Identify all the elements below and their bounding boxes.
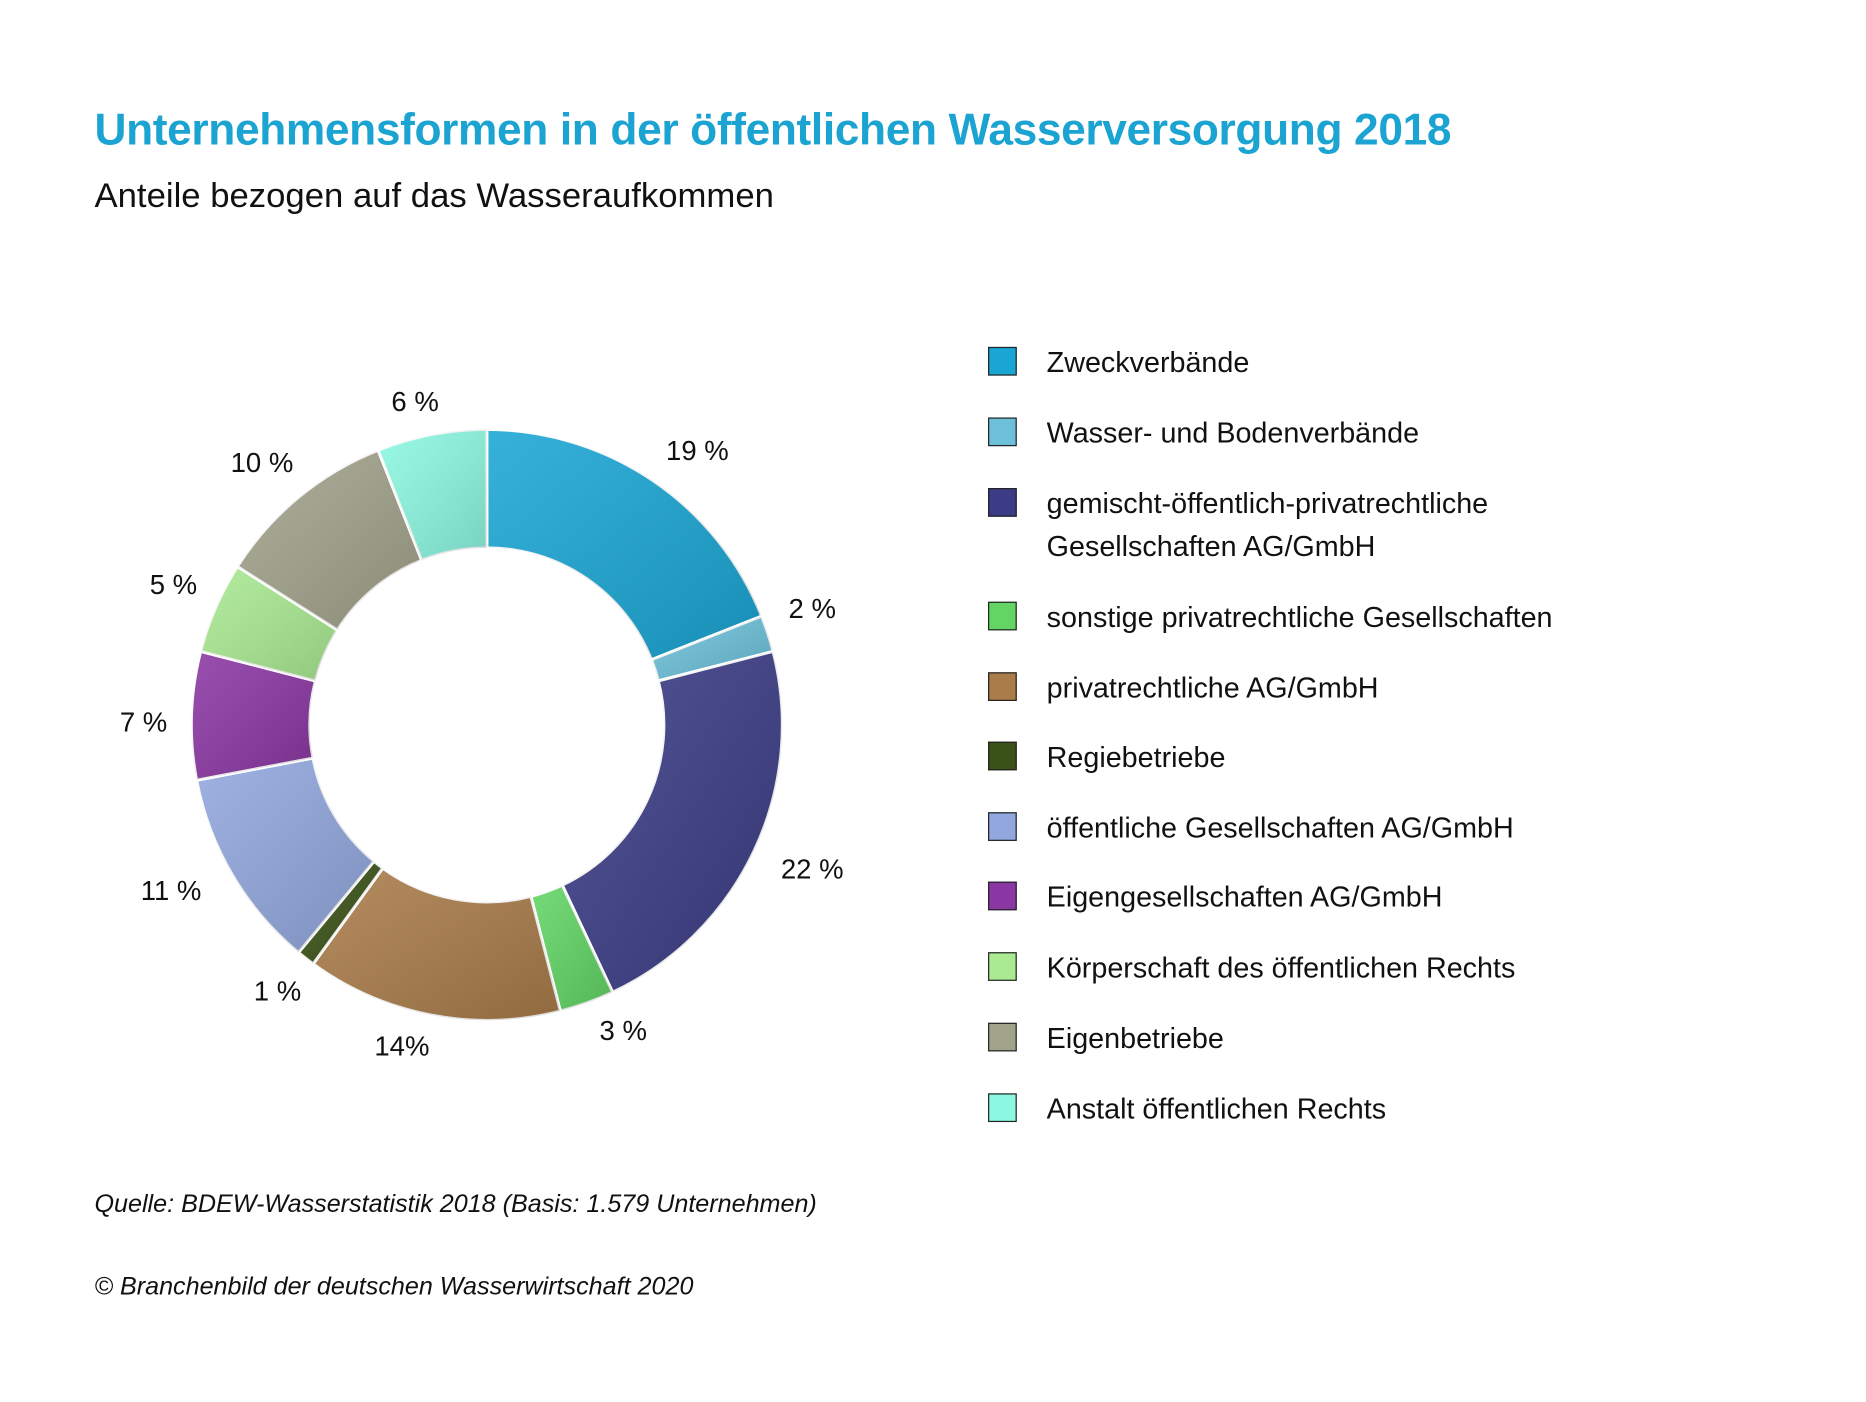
legend-item: Anstalt öffentlichen Rechts — [988, 1089, 1386, 1132]
slice-10-shading — [378, 429, 487, 561]
legend-item: öffentliche Gesellschaften AG/GmbH — [988, 807, 1514, 850]
legend-label: gemischt-öffentlich-privatrechtliche Gese… — [1047, 483, 1488, 569]
slice-7-shading — [191, 651, 316, 781]
legend-swatch — [988, 346, 1017, 376]
donut-chart — [189, 427, 784, 1022]
legend-swatch — [988, 601, 1017, 631]
data-label: 3 % — [599, 1014, 647, 1047]
copyright-note: © Branchenbild der deutschen Wasserwirts… — [94, 1272, 694, 1301]
legend-label: Eigengesellschaften AG/GmbH — [1047, 877, 1443, 920]
data-label: 5 % — [149, 568, 198, 600]
legend-label-line: gemischt-öffentlich-privatrechtliche — [1046, 488, 1489, 521]
legend-swatch — [988, 417, 1017, 447]
legend-item: Eigengesellschaften AG/GmbH — [988, 877, 1442, 920]
legend-label: Eigenbetriebe — [1047, 1018, 1224, 1061]
data-label: 14% — [374, 1030, 430, 1062]
legend-label: Anstalt öffentlichen Rechts — [1047, 1089, 1386, 1132]
slice-8-shading — [200, 566, 338, 681]
legend-item: sonstige privatrechtliche Gesellschaften — [988, 597, 1553, 640]
legend-label-line: sonstige privatrechtliche Gesellschaften — [1046, 601, 1553, 634]
legend-swatch — [988, 881, 1017, 911]
data-label: 2 % — [788, 592, 836, 624]
legend-swatch — [988, 952, 1017, 981]
legend-label: Wasser- und Bodenverbände — [1047, 413, 1419, 456]
chart-title: Unternehmensformen in der öffentlichen W… — [94, 105, 1452, 155]
legend-item: Wasser- und Bodenverbände — [988, 413, 1419, 456]
legend-label: Körperschaft des öffentlichen Rechts — [1047, 947, 1516, 990]
slice-0-shading — [486, 429, 762, 660]
legend-label-line: öffentliche Gesellschaften AG/GmbH — [1046, 812, 1514, 845]
legend-label-line: privatrechtliche AG/GmbH — [1046, 672, 1379, 705]
legend-swatch — [988, 812, 1017, 841]
data-label: 22 % — [780, 853, 844, 885]
legend-item: privatrechtliche AG/GmbH — [988, 667, 1379, 710]
legend-label: sonstige privatrechtliche Gesellschaften — [1047, 597, 1553, 640]
legend-item: gemischt-öffentlich-privatrechtliche Gese… — [988, 483, 1488, 569]
legend-swatch — [988, 1022, 1017, 1052]
legend-item: Zweckverbände — [988, 342, 1249, 385]
legend-label: Zweckverbände — [1047, 342, 1250, 385]
legend-label-line: Anstalt öffentlichen Rechts — [1046, 1093, 1387, 1126]
legend-label-line: Eigengesellschaften AG/GmbH — [1046, 881, 1443, 914]
data-label: 6 % — [391, 385, 439, 417]
legend-label-line: Gesellschaften AG/GmbH — [1046, 531, 1376, 564]
slice-2-shading — [562, 651, 783, 993]
legend-item: Eigenbetriebe — [988, 1018, 1224, 1061]
slice-5-shading — [298, 861, 383, 964]
legend-item: Körperschaft des öffentlichen Rechts — [988, 947, 1515, 990]
legend-label: privatrechtliche AG/GmbH — [1047, 667, 1379, 710]
legend-label-line: Regiebetriebe — [1046, 741, 1226, 774]
data-label: 19 % — [666, 434, 729, 466]
legend-label-line: Zweckverbände — [1046, 346, 1250, 380]
slice-3-shading — [530, 885, 613, 1012]
legend-item: Regiebetriebe — [988, 737, 1225, 780]
chart-subtitle: Anteile bezogen auf das Wasseraufkommen — [94, 177, 774, 216]
legend-label-line: Wasser- und Bodenverbände — [1046, 417, 1420, 450]
legend-swatch — [988, 672, 1017, 701]
data-label: 7 % — [119, 706, 168, 738]
legend-label: Regiebetriebe — [1047, 737, 1226, 780]
data-label: 1 % — [253, 975, 302, 1007]
legend-swatch — [988, 741, 1017, 771]
legend-label-line: Eigenbetriebe — [1046, 1022, 1224, 1056]
data-label: 10 % — [230, 446, 294, 478]
legend-label: öffentliche Gesellschaften AG/GmbH — [1047, 807, 1514, 850]
slice-4-shading — [313, 868, 561, 1021]
legend-swatch — [988, 1093, 1017, 1123]
slice-6-shading — [196, 758, 375, 953]
slice-9-shading — [237, 450, 422, 631]
legend-label-line: Körperschaft des öffentlichen Rechts — [1046, 952, 1516, 985]
data-label: 11 % — [140, 875, 202, 907]
slice-1-shading — [651, 616, 774, 681]
legend-swatch — [988, 488, 1017, 517]
source-note: Quelle: BDEW-Wasserstatistik 2018 (Basis… — [94, 1190, 817, 1218]
